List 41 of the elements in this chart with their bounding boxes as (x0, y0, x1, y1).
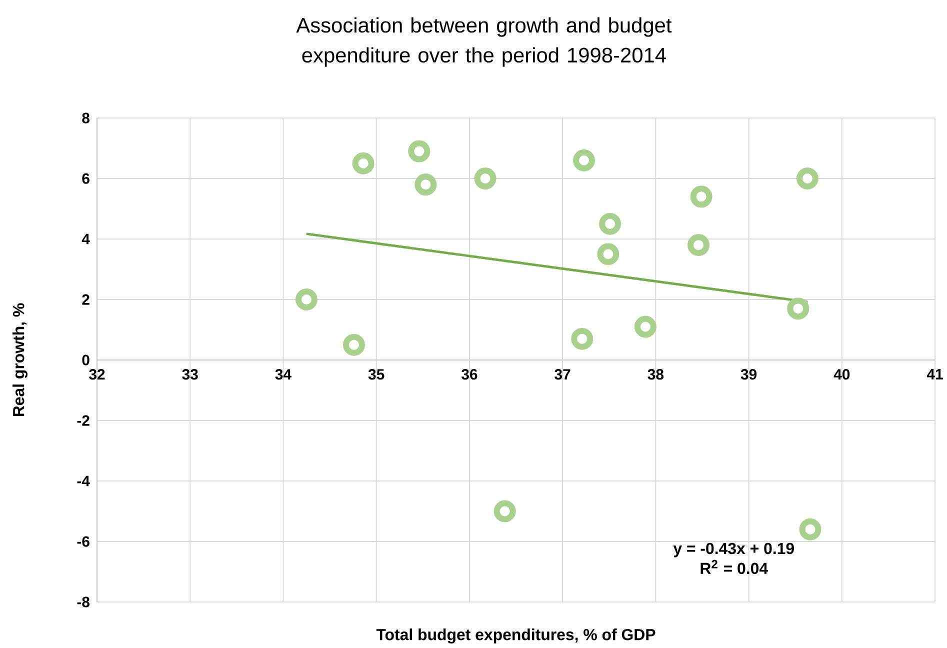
x-axis-title: Total budget expenditures, % of GDP (376, 628, 656, 644)
point (599, 212, 622, 235)
y-axis-title: Real growth, % (12, 303, 28, 416)
point (571, 328, 594, 350)
x-tick-label: 37 (554, 369, 570, 380)
y-tick-label: 6 (82, 173, 90, 184)
annotation: y = -0.43x + 0.19 (673, 542, 794, 558)
y-tick-label: 8 (82, 112, 90, 124)
y-tick-label: 4 (82, 234, 90, 244)
x-tick-label: 36 (461, 369, 478, 380)
x-tick-label: 33 (182, 369, 198, 380)
y-tick-label: -4 (77, 476, 90, 486)
y-tick-label: 0 (82, 354, 90, 366)
point (408, 140, 430, 162)
x-tick-label: 38 (648, 369, 664, 380)
point (296, 288, 318, 311)
point (414, 174, 437, 196)
y-tick-label: 2 (82, 294, 90, 305)
point (799, 518, 822, 540)
point (494, 500, 516, 522)
x-tick-label: 35 (368, 369, 384, 380)
y-tick-label: -2 (77, 415, 90, 426)
point (597, 243, 620, 266)
x-tick-label: 40 (834, 369, 850, 380)
x-tick-label: 39 (740, 369, 757, 380)
point (796, 168, 818, 190)
point (634, 316, 656, 338)
point (688, 234, 710, 256)
point (787, 298, 810, 320)
y-tick-label: -6 (77, 536, 90, 547)
x-tick-label: 32 (89, 369, 105, 380)
chart-title: Association between growth and budget expenditure over the period 1998-2014 (296, 17, 672, 67)
point (690, 186, 712, 208)
point (572, 149, 595, 172)
x-tick-label: 41 (926, 369, 943, 380)
x-tick-label: 34 (275, 369, 292, 380)
point (342, 334, 365, 356)
point (352, 152, 374, 174)
y-tick-label: -8 (77, 596, 90, 608)
annotation: R$^{2}$ = 0.04 (700, 560, 768, 574)
point (474, 168, 496, 190)
